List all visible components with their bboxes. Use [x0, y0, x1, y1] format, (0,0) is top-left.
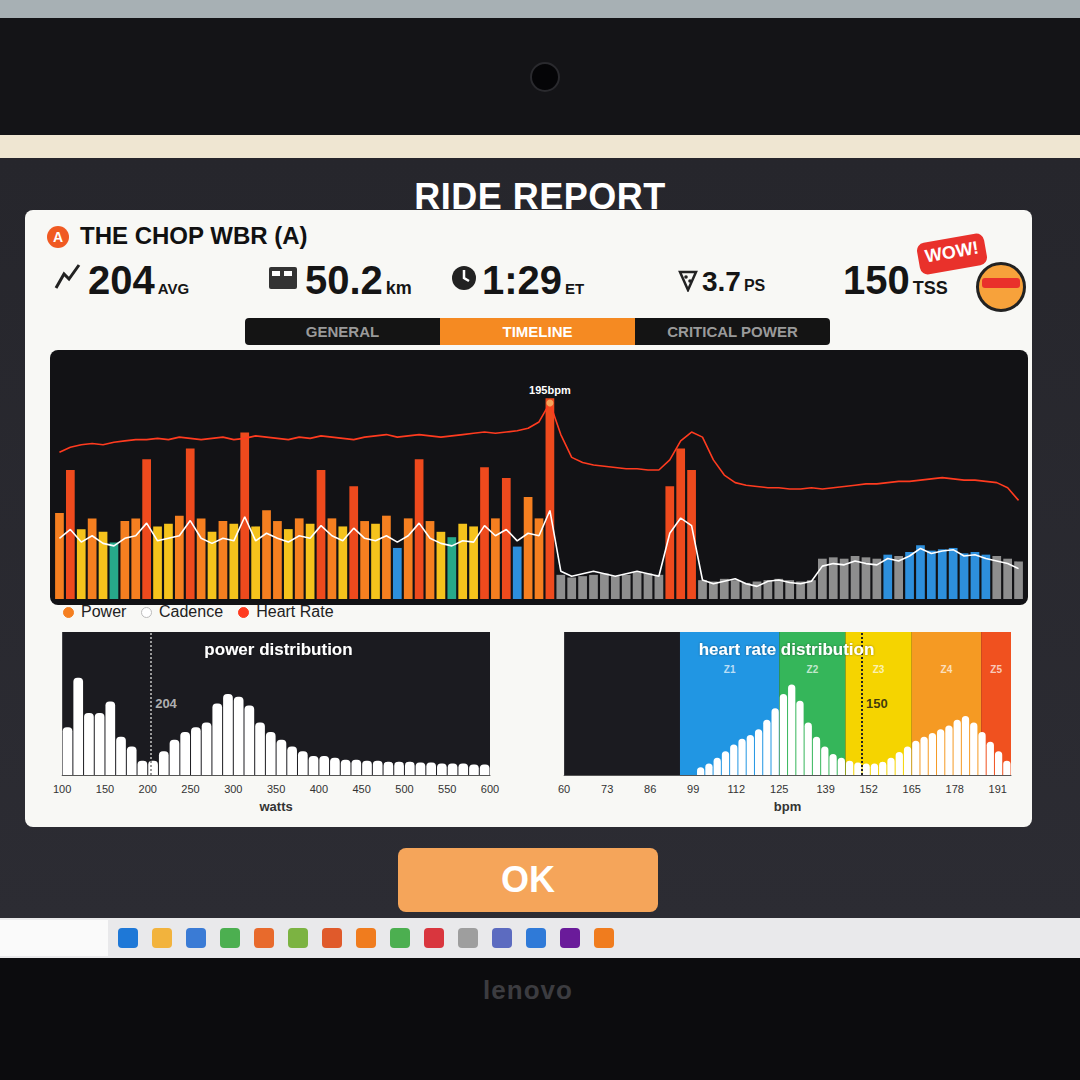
svg-text:204: 204	[155, 696, 177, 711]
svg-text:250: 250	[181, 783, 199, 795]
html-text:50.2: 50.2	[305, 258, 383, 302]
svg-text:200: 200	[139, 783, 157, 795]
html-text:TSS: TSS	[912, 278, 948, 298]
html-text:Cadence: Cadence	[159, 603, 223, 620]
svg-text:195bpm: 195bpm	[529, 384, 571, 396]
svg-text:86: 86	[644, 783, 656, 795]
svg-text:450: 450	[352, 783, 370, 795]
svg-text:400: 400	[310, 783, 328, 795]
html-text:THE CHOP WBR (A): THE CHOP WBR (A)	[80, 222, 308, 249]
svg-text:Z1: Z1	[724, 664, 736, 675]
svg-text:191: 191	[989, 783, 1007, 795]
svg-text:150: 150	[866, 696, 888, 711]
html-text:3.7PS: 3.7PS	[702, 266, 766, 297]
html-text:GENERAL: GENERAL	[305, 323, 380, 340]
svg-text:152: 152	[859, 783, 877, 795]
svg-text:300: 300	[224, 783, 242, 795]
html-text:1:29: 1:29	[482, 258, 563, 302]
svg-text:99: 99	[687, 783, 699, 795]
svg-text:100: 100	[53, 783, 71, 795]
svg-text:550: 550	[438, 783, 456, 795]
html-text:150: 150	[843, 258, 910, 302]
svg-text:150: 150	[96, 783, 114, 795]
html-text:Power: Power	[81, 603, 127, 620]
svg-text:125: 125	[770, 783, 788, 795]
html-text:AVG: AVG	[157, 280, 190, 297]
svg-text:139: 139	[816, 783, 834, 795]
svg-text:Z3: Z3	[873, 664, 885, 675]
svg-text:350: 350	[267, 783, 285, 795]
svg-text:bpm: bpm	[774, 799, 801, 814]
html-text:lenovo: lenovo	[483, 975, 573, 1005]
svg-text:Z2: Z2	[807, 664, 819, 675]
svg-text:Z5: Z5	[990, 664, 1002, 675]
svg-text:600: 600	[481, 783, 499, 795]
svg-text:165: 165	[903, 783, 921, 795]
html-text:CRITICAL POWER: CRITICAL POWER	[667, 323, 798, 340]
svg-text:Z4: Z4	[941, 664, 953, 675]
svg-text:heart rate distribution: heart rate distribution	[699, 640, 875, 659]
svg-text:73: 73	[601, 783, 613, 795]
svg-text:500: 500	[395, 783, 413, 795]
html-text:OK: OK	[501, 859, 555, 900]
svg-text:178: 178	[946, 783, 964, 795]
html-text:204: 204	[88, 258, 155, 302]
html-text:WOW!: WOW!	[923, 237, 981, 267]
svg-text:power distribution: power distribution	[204, 640, 352, 659]
svg-text:112: 112	[727, 783, 745, 795]
svg-text:watts: watts	[258, 799, 292, 814]
html-text:Heart Rate: Heart Rate	[256, 603, 334, 620]
html-text:km: km	[385, 278, 412, 298]
svg-text:60: 60	[558, 783, 570, 795]
html-text:TIMELINE: TIMELINE	[502, 323, 573, 340]
html-text:RIDE REPORT: RIDE REPORT	[414, 176, 666, 217]
html-text:ET: ET	[565, 280, 585, 297]
html-text:A: A	[52, 229, 64, 245]
